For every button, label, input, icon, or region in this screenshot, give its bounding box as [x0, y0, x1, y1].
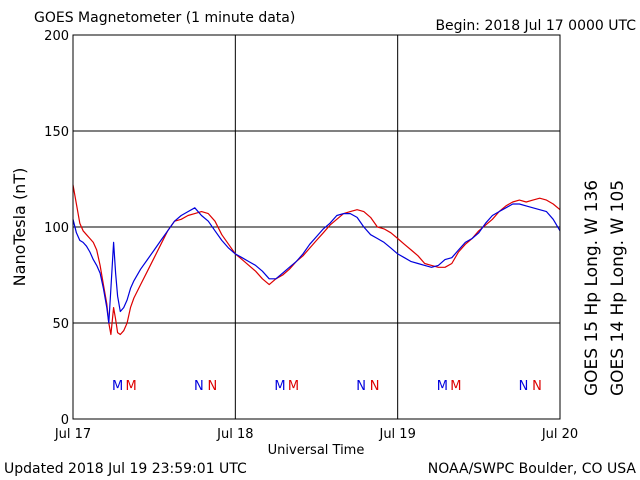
y-ticks: 0 50 100 150 200: [44, 29, 69, 428]
midnight-marker: M: [288, 379, 299, 394]
x-tick-label: Jul 19: [378, 427, 415, 442]
x-ticks: Jul 17 Jul 18 Jul 19 Jul 20: [54, 427, 578, 442]
y-axis-label: NanoTesla (nT): [10, 168, 29, 287]
updated-label: Updated 2018 Jul 19 23:59:01 UTC: [4, 461, 247, 477]
series-line-goes15: [72, 184, 561, 336]
x-tick-label: Jul 18: [216, 427, 253, 442]
chart-title: GOES Magnetometer (1 minute data): [34, 10, 295, 26]
y-tick-label: 200: [44, 29, 69, 44]
x-axis-label: Universal Time: [268, 443, 365, 458]
noon-marker: N: [207, 379, 217, 394]
legend-goes15: GOES 15 Hp Long. W 136: [582, 180, 602, 396]
y-tick-label: 150: [44, 125, 69, 140]
series-line-goes14: [72, 203, 561, 324]
credit-label: NOAA/SWPC Boulder, CO USA: [428, 461, 637, 477]
y-tick-label: 100: [44, 221, 69, 236]
y-tick-label: 0: [61, 413, 69, 428]
noon-marker: N: [370, 379, 380, 394]
noon-marker: N: [356, 379, 366, 394]
x-tick-label: Jul 20: [541, 427, 578, 442]
begin-label: Begin: 2018 Jul 17 0000 UTC: [435, 18, 636, 34]
noon-marker: N: [194, 379, 204, 394]
midnight-marker: M: [437, 379, 448, 394]
midnight-marker: M: [450, 379, 461, 394]
x-tick-label: Jul 17: [54, 427, 91, 442]
midnight-marker: M: [274, 379, 285, 394]
midnight-marker: M: [126, 379, 137, 394]
noon-marker: N: [519, 379, 529, 394]
midnight-marker: M: [112, 379, 123, 394]
series-lines: [72, 184, 561, 336]
grid: [73, 35, 560, 419]
plot-frame: [72, 34, 561, 420]
noon-marker: N: [532, 379, 542, 394]
y-tick-label: 50: [52, 317, 69, 332]
legend-goes14: GOES 14 Hp Long. W 105: [608, 180, 628, 396]
